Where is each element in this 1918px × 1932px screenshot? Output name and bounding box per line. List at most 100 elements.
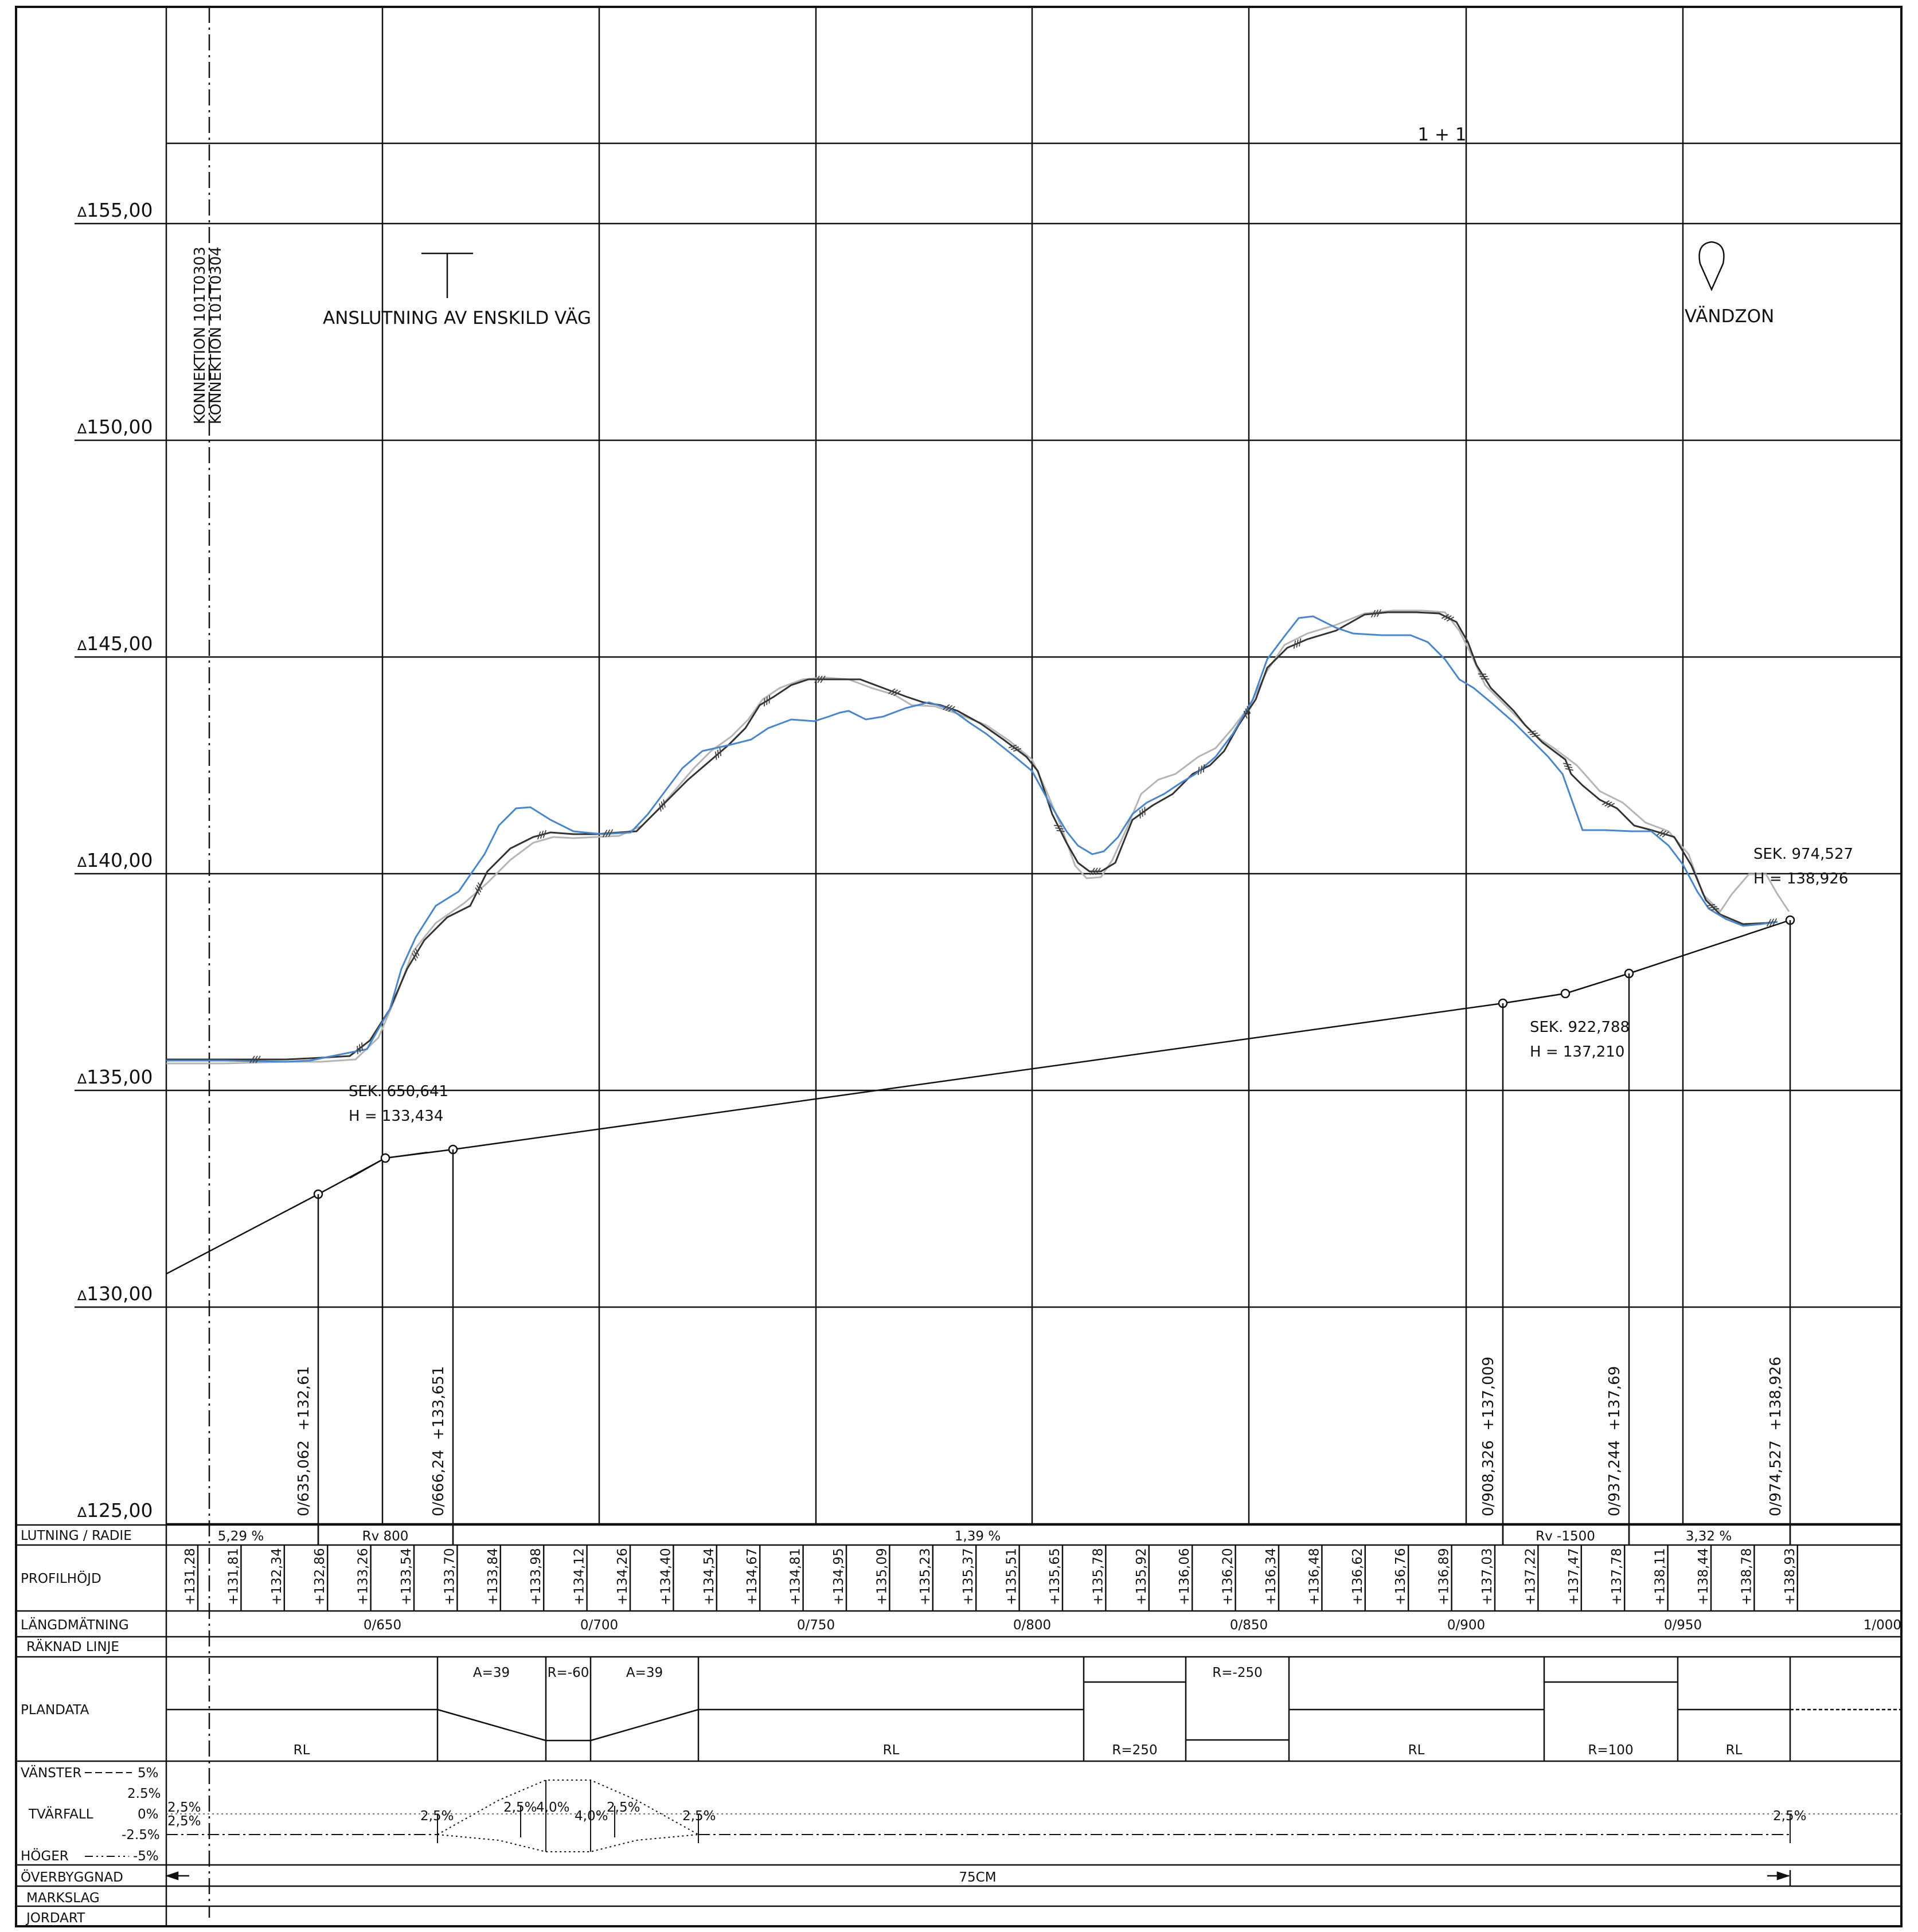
- profilhojd-value: +136,34: [1264, 1548, 1279, 1605]
- sheet-label: 1 + 1: [1417, 124, 1466, 145]
- elevation-value: 150,00: [87, 416, 153, 438]
- radie-2: Rv -1500: [1536, 1529, 1595, 1544]
- row-label-vanster: VÄNSTER: [21, 1765, 81, 1781]
- plandata-label: A=39: [473, 1665, 510, 1680]
- lutning-1: 5,29 %: [218, 1529, 264, 1544]
- connection-label-2: KONNEKTION 101T0304: [208, 247, 225, 424]
- profilhojd-value: +133,26: [356, 1548, 371, 1605]
- profilhojd-value: +138,93: [1783, 1548, 1798, 1605]
- row-label-overbyggnad: ÖVERBYGGNAD: [21, 1869, 123, 1885]
- sek-label-2: SEK. 922,788: [1530, 1019, 1630, 1036]
- tvarfall-label: 4,0%: [575, 1809, 608, 1824]
- chainage-label: 0/650: [364, 1618, 401, 1633]
- tvarfall-label: 2,5%: [607, 1800, 640, 1815]
- grade-point: [381, 1154, 389, 1162]
- sek-label-3: SEK. 974,527: [1753, 846, 1853, 863]
- elevation-value: 135,00: [87, 1066, 153, 1088]
- connection-label-1: KONNEKTION 101T0303: [192, 247, 209, 424]
- elevation-label-125: ∆125,00: [77, 1499, 153, 1522]
- chainage-label: 0/750: [797, 1618, 835, 1633]
- plandata-label: R=-250: [1212, 1665, 1262, 1680]
- elevation-label-155: ∆155,00: [77, 199, 153, 221]
- profilhojd-value: +132,86: [312, 1548, 327, 1605]
- breakpoint-label-3: 0/908,326 +137,009: [1480, 1356, 1497, 1516]
- h-label-1: H = 133,434: [349, 1108, 443, 1125]
- overbyggnad-value: 75CM: [959, 1870, 996, 1885]
- tvarfall-label: 2,5%: [682, 1809, 716, 1824]
- plandata-label: RL: [294, 1743, 310, 1758]
- profilhojd-value: +134,26: [615, 1548, 630, 1605]
- benchmark-icon: ∆: [77, 421, 87, 437]
- profilhojd-value: +135,37: [961, 1548, 976, 1605]
- profilhojd-value: +132,34: [269, 1548, 284, 1605]
- lutning-2: 1,39 %: [955, 1529, 1001, 1544]
- elevation-label-145: ∆145,00: [77, 632, 153, 655]
- profilhojd-value: +136,76: [1393, 1548, 1408, 1605]
- elevation-label-150: ∆150,00: [77, 416, 153, 438]
- profilhojd-value: +136,62: [1350, 1548, 1365, 1605]
- profilhojd-value: +135,09: [874, 1548, 889, 1605]
- profilhojd-value: +134,54: [702, 1548, 717, 1605]
- row-label-jordart: JORDART: [25, 1911, 85, 1926]
- row-label-profilhojd: PROFILHÖJD: [21, 1570, 101, 1586]
- profilhojd-value: +137,47: [1567, 1548, 1581, 1605]
- plandata-label: R=250: [1112, 1743, 1157, 1758]
- sek-label-1: SEK. 650,641: [349, 1083, 448, 1100]
- radie-1: Rv 800: [362, 1529, 409, 1544]
- hatch-mark: [357, 1046, 358, 1054]
- hatch-mark: [764, 698, 765, 706]
- profilhojd-value: +138,11: [1653, 1548, 1668, 1605]
- plandata-label: A=39: [626, 1665, 663, 1680]
- tvarfall-scale-3: -2.5%: [122, 1828, 160, 1843]
- breakpoint-label-2: 0/666,24 +133,651: [430, 1366, 447, 1516]
- profilhojd-value: +135,65: [1048, 1548, 1062, 1605]
- profilhojd-value: +131,81: [226, 1548, 241, 1605]
- profilhojd-value: +136,89: [1437, 1548, 1452, 1605]
- benchmark-icon: ∆: [77, 1288, 87, 1304]
- benchmark-icon: ∆: [77, 1071, 87, 1087]
- elevation-value: 145,00: [87, 632, 153, 655]
- row-label-vanster-value: 5%: [138, 1766, 159, 1781]
- profilhojd-value: +134,81: [788, 1548, 803, 1605]
- elevation-value: 130,00: [87, 1282, 153, 1305]
- profilhojd-value: +137,03: [1480, 1548, 1495, 1605]
- h-label-3: H = 138,926: [1753, 870, 1848, 887]
- profilhojd-value: +137,78: [1610, 1548, 1624, 1605]
- junction-label: ANSLUTNING AV ENSKILD VÄG: [323, 308, 591, 328]
- profilhojd-value: +135,23: [918, 1548, 933, 1605]
- row-label-hoger-value: -5%: [133, 1849, 159, 1864]
- profilhojd-value: +133,54: [399, 1548, 414, 1605]
- profilhojd-value: +135,78: [1091, 1548, 1106, 1605]
- row-label-hoger: HÖGER: [21, 1848, 69, 1864]
- row-label-langdmatning: LÄNGDMÄTNING: [21, 1617, 129, 1633]
- chainage-label: 0/900: [1447, 1618, 1485, 1633]
- elevation-label-140: ∆140,00: [77, 849, 153, 871]
- row-label-raknad-linje: RÄKNAD LINJE: [26, 1638, 119, 1655]
- profilhojd-value: +136,06: [1177, 1548, 1192, 1605]
- profilhojd-value: +136,20: [1221, 1548, 1236, 1605]
- row-label-plandata: PLANDATA: [21, 1703, 89, 1718]
- profilhojd-value: +134,12: [572, 1548, 587, 1605]
- profilhojd-value: +136,48: [1307, 1548, 1322, 1605]
- elevation-value: 140,00: [87, 849, 153, 871]
- benchmark-icon: ∆: [77, 204, 87, 220]
- profilhojd-value: +138,44: [1696, 1548, 1711, 1605]
- benchmark-icon: ∆: [77, 854, 87, 870]
- profilhojd-value: +133,98: [529, 1548, 544, 1605]
- breakpoint-label-1: 0/635,062 +132,61: [295, 1366, 312, 1516]
- profilhojd-value: +135,51: [1005, 1548, 1019, 1605]
- plandata-label: RL: [1408, 1743, 1425, 1758]
- chainage-label: 0/950: [1664, 1618, 1702, 1633]
- row-label-lutning: LUTNING / RADIE: [21, 1528, 132, 1543]
- profilhojd-value: +137,22: [1523, 1548, 1538, 1605]
- tvarfall-label: 4,0%: [536, 1800, 569, 1815]
- chainage-label: 0/800: [1013, 1618, 1051, 1633]
- plandata-label: RL: [883, 1743, 900, 1758]
- elevation-value: 155,00: [87, 199, 153, 221]
- profilhojd-value: +133,84: [486, 1548, 501, 1605]
- profilhojd-value: +135,92: [1134, 1548, 1149, 1605]
- tvarfall-label: 2,5%: [167, 1800, 201, 1815]
- profilhojd-value: +131,28: [183, 1548, 198, 1605]
